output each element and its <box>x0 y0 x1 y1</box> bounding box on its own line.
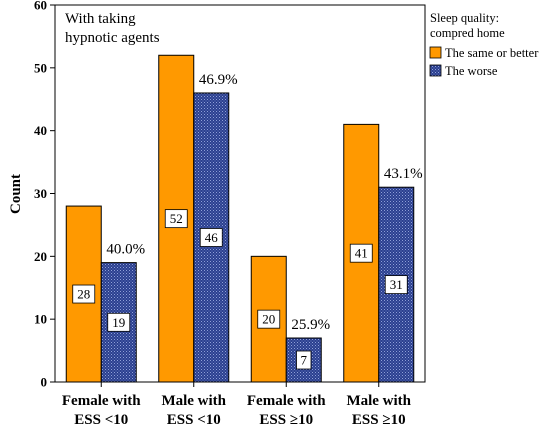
legend-title-line-1: Sleep quality: <box>430 11 499 25</box>
x-category-label-line-1: Female with <box>247 393 326 409</box>
value-label-box <box>257 309 281 329</box>
value-label-box <box>296 350 312 370</box>
x-category-label-line-1: Male with <box>346 393 411 409</box>
value-label-box <box>349 243 373 263</box>
x-category-label-line-2: ESS ≥10 <box>259 412 313 428</box>
legend-swatch-worse <box>429 64 442 77</box>
y-tick-label: 30 <box>34 186 47 201</box>
legend-label-worse: The worse <box>445 64 498 78</box>
value-label: 7 <box>301 353 308 368</box>
percent-label: 25.9% <box>291 317 330 333</box>
x-category-label-line-2: ESS <10 <box>167 412 221 428</box>
x-category-label-line-1: Female with <box>62 393 141 409</box>
value-label-box <box>199 228 223 247</box>
value-label: 20 <box>262 312 275 327</box>
y-tick-label: 10 <box>34 312 47 327</box>
y-tick-label: 20 <box>34 249 47 264</box>
value-label-box <box>72 284 96 304</box>
percent-label: 46.9% <box>199 72 238 88</box>
y-tick-label: 60 <box>34 0 47 13</box>
percent-label: 43.1% <box>384 166 423 182</box>
bar-worse <box>193 92 230 383</box>
bars: 28 19 40.0% 52 46 46.9% 20 7 25.9% 41 31 43.1% <box>65 54 423 383</box>
percent-label: 40.0% <box>106 242 145 258</box>
value-label-box <box>107 312 131 332</box>
y-tick-label: 50 <box>34 60 47 75</box>
y-axis-title: Count <box>8 174 24 214</box>
value-label: 52 <box>170 211 183 226</box>
annotation-line-2: hypnotic agents <box>65 30 160 46</box>
x-category-label-line-2: ESS ≥10 <box>352 412 406 428</box>
annotation-line-1: With taking <box>65 11 136 27</box>
y-tick-label: 40 <box>34 123 47 138</box>
value-label-box <box>164 209 188 229</box>
value-label: 28 <box>77 287 90 302</box>
value-label: 46 <box>205 230 219 245</box>
x-category-label-line-2: ESS <10 <box>74 412 128 428</box>
y-tick-label: 0 <box>41 375 48 390</box>
legend: Sleep quality: compred home The same or … <box>429 11 539 78</box>
legend-label-same-or-better: The same or better <box>445 46 539 60</box>
legend-title-line-2: compred home <box>430 26 505 40</box>
value-label: 31 <box>390 277 403 292</box>
x-category-label-line-1: Male with <box>161 393 226 409</box>
value-label-box <box>384 275 408 295</box>
value-label: 41 <box>355 246 368 261</box>
legend-swatch-same-or-better <box>429 46 442 59</box>
x-axis: Female with ESS <10 Male with ESS <10 Female… <box>62 382 412 428</box>
y-axis: 0 10 20 30 40 50 60 <box>34 0 55 390</box>
value-label: 19 <box>112 315 125 330</box>
